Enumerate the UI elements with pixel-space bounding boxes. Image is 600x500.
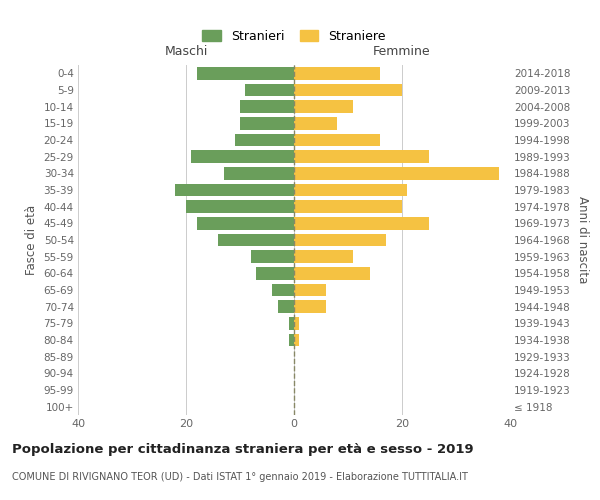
Bar <box>294 234 386 246</box>
Bar <box>294 84 402 96</box>
Bar <box>294 300 326 313</box>
Bar <box>218 234 294 246</box>
Bar <box>224 167 294 179</box>
Y-axis label: Anni di nascita: Anni di nascita <box>577 196 589 284</box>
Bar <box>235 134 294 146</box>
Bar <box>186 200 294 213</box>
Bar <box>294 117 337 130</box>
Bar <box>294 150 429 163</box>
Bar <box>191 150 294 163</box>
Bar <box>294 334 299 346</box>
Bar <box>240 117 294 130</box>
Bar <box>294 100 353 113</box>
Bar <box>278 300 294 313</box>
Bar <box>272 284 294 296</box>
Legend: Stranieri, Straniere: Stranieri, Straniere <box>199 26 389 46</box>
Text: COMUNE DI RIVIGNANO TEOR (UD) - Dati ISTAT 1° gennaio 2019 - Elaborazione TUTTIT: COMUNE DI RIVIGNANO TEOR (UD) - Dati IST… <box>12 472 468 482</box>
Bar <box>175 184 294 196</box>
Bar <box>294 200 402 213</box>
Bar <box>294 184 407 196</box>
Text: Maschi: Maschi <box>164 45 208 58</box>
Bar <box>240 100 294 113</box>
Text: Popolazione per cittadinanza straniera per età e sesso - 2019: Popolazione per cittadinanza straniera p… <box>12 442 473 456</box>
Bar <box>294 167 499 179</box>
Bar <box>294 317 299 330</box>
Bar <box>245 84 294 96</box>
Y-axis label: Fasce di età: Fasce di età <box>25 205 38 275</box>
Bar <box>289 317 294 330</box>
Bar <box>289 334 294 346</box>
Bar <box>197 67 294 80</box>
Bar <box>294 67 380 80</box>
Bar <box>294 284 326 296</box>
Text: Femmine: Femmine <box>373 45 431 58</box>
Bar <box>294 267 370 280</box>
Bar <box>294 217 429 230</box>
Bar <box>251 250 294 263</box>
Bar <box>197 217 294 230</box>
Bar <box>256 267 294 280</box>
Bar <box>294 250 353 263</box>
Bar <box>294 134 380 146</box>
